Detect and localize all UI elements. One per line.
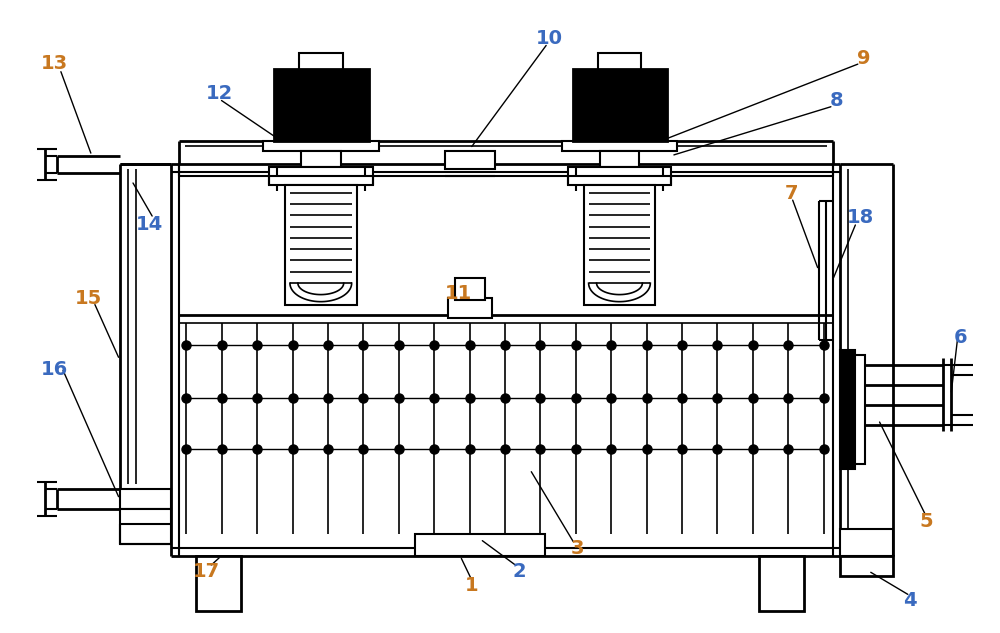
Text: 8: 8 bbox=[830, 91, 843, 110]
Bar bbox=[263, 141, 379, 151]
Text: 10: 10 bbox=[536, 28, 563, 47]
Bar bbox=[196, 556, 241, 611]
Bar bbox=[568, 166, 671, 185]
Text: 12: 12 bbox=[206, 84, 233, 103]
Bar bbox=[445, 151, 495, 168]
Text: 1: 1 bbox=[465, 576, 479, 595]
Text: 5: 5 bbox=[919, 511, 933, 530]
Bar bbox=[285, 185, 357, 305]
Text: 18: 18 bbox=[847, 208, 874, 227]
Bar bbox=[840, 556, 893, 576]
Text: 17: 17 bbox=[193, 562, 220, 581]
Bar bbox=[562, 141, 677, 151]
Bar bbox=[274, 69, 369, 141]
Bar bbox=[855, 355, 865, 465]
Text: 14: 14 bbox=[136, 215, 163, 234]
Text: 9: 9 bbox=[857, 49, 870, 68]
Bar bbox=[598, 53, 641, 71]
Text: 6: 6 bbox=[954, 329, 968, 348]
Text: 13: 13 bbox=[40, 54, 68, 73]
Bar bbox=[573, 69, 667, 141]
Text: 3: 3 bbox=[571, 539, 584, 558]
Text: 15: 15 bbox=[75, 289, 102, 308]
Bar bbox=[299, 53, 343, 71]
Bar bbox=[269, 166, 373, 185]
Text: 11: 11 bbox=[445, 284, 472, 303]
Bar bbox=[759, 556, 804, 611]
Bar bbox=[120, 509, 171, 544]
Text: 4: 4 bbox=[903, 591, 917, 610]
Bar bbox=[584, 185, 655, 305]
Bar bbox=[415, 534, 545, 556]
Bar bbox=[120, 489, 171, 509]
Bar bbox=[301, 151, 341, 166]
Text: 2: 2 bbox=[512, 562, 526, 581]
Bar bbox=[455, 278, 485, 300]
Text: 16: 16 bbox=[40, 360, 68, 379]
Bar bbox=[840, 350, 855, 469]
Bar bbox=[840, 529, 893, 556]
Bar bbox=[448, 298, 492, 318]
Text: 7: 7 bbox=[785, 184, 798, 203]
Bar bbox=[600, 151, 639, 166]
